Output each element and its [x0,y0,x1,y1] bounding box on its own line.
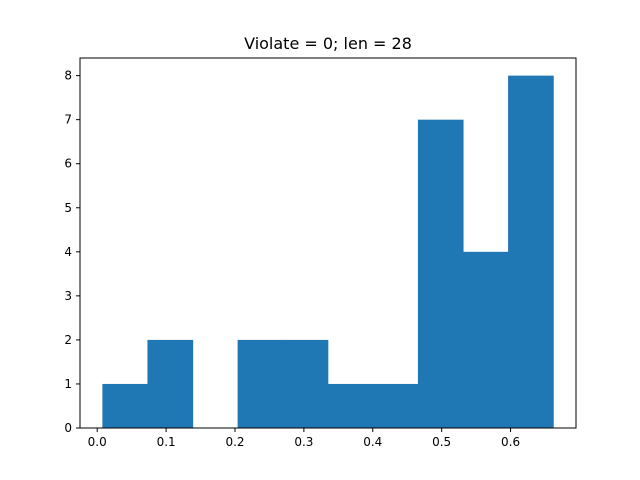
x-tick-label: 0.2 [225,435,244,449]
histogram-bar [102,383,149,428]
y-tick-label: 7 [64,113,72,127]
y-tick-label: 6 [64,157,72,171]
histogram-bar [508,75,554,428]
chart-title: Violate = 0; len = 28 [244,34,412,53]
x-tick-label: 0.3 [294,435,313,449]
x-tick-label: 0.0 [88,435,107,449]
y-tick-label: 3 [64,289,72,303]
x-tick-label: 0.4 [363,435,382,449]
histogram-bar [282,339,329,428]
x-tick-label: 0.5 [432,435,451,449]
y-tick-label: 2 [64,333,72,347]
histogram-bar [417,119,464,429]
histogram-bar [327,383,374,428]
bars-group [102,75,554,429]
histogram-bar [237,339,284,428]
x-axis-ticks: 0.0 0.1 0.2 0.3 0.4 0.5 0.6 [88,428,520,449]
y-tick-label: 0 [64,421,72,435]
y-axis-ticks: 0 1 2 3 4 5 6 7 8 [64,69,80,435]
histogram-bar [462,251,509,428]
x-tick-label: 0.1 [157,435,176,449]
histogram-bar [147,339,194,428]
y-tick-label: 8 [64,69,72,83]
y-tick-label: 1 [64,377,72,391]
y-tick-label: 4 [64,245,72,259]
histogram-bar [372,383,419,428]
y-tick-label: 5 [64,201,72,215]
plot-frame [79,57,577,429]
x-tick-label: 0.6 [501,435,520,449]
